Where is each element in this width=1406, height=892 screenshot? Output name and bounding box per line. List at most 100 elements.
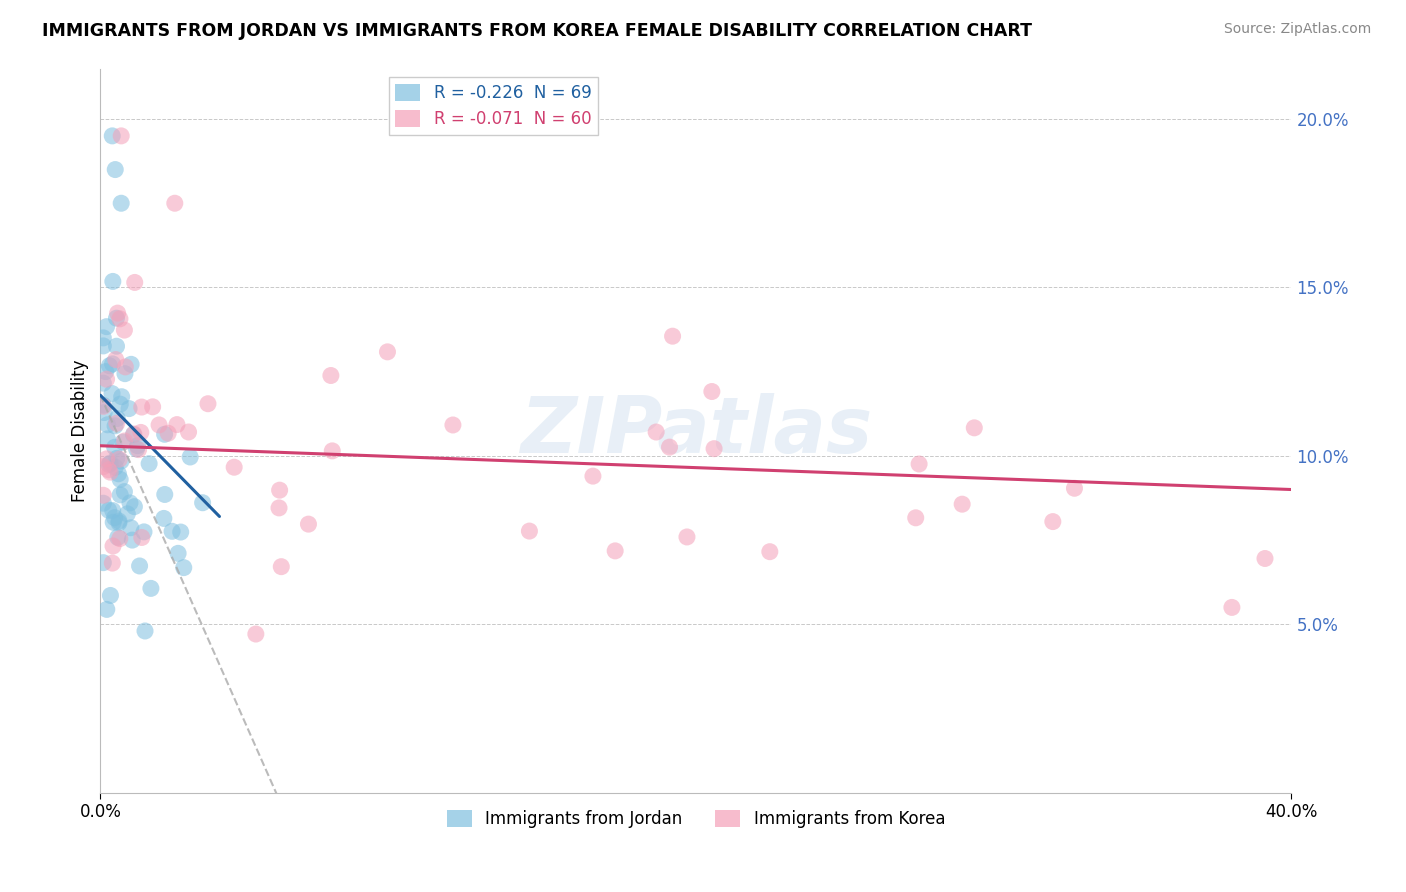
Point [120, 521, 142, 535]
Point [377, 344, 399, 359]
Point [908, 457, 931, 471]
Point [166, 417, 188, 432]
Point [153, 511, 176, 525]
Point [703, 442, 725, 456]
Point [245, 627, 267, 641]
Point [91, 398, 114, 412]
Point [645, 425, 668, 439]
Point [98, 458, 121, 472]
Point [114, 359, 136, 374]
Point [101, 128, 124, 143]
Point [117, 507, 139, 521]
Point [173, 560, 195, 574]
Point [321, 443, 343, 458]
Point [108, 472, 131, 486]
Point [112, 435, 135, 450]
Point [91, 331, 114, 345]
Point [91, 496, 114, 510]
Point [179, 450, 201, 464]
Point [139, 582, 162, 596]
Point [122, 427, 145, 442]
Point [107, 306, 129, 320]
Point [91, 488, 114, 502]
Point [104, 352, 127, 367]
Point [108, 452, 131, 467]
Point [94, 365, 117, 379]
Point [160, 524, 183, 539]
Point [131, 400, 153, 414]
Point [110, 397, 132, 411]
Point [118, 401, 141, 416]
Point [108, 311, 131, 326]
Point [101, 556, 124, 570]
Point [297, 517, 319, 532]
Point [142, 400, 165, 414]
Point [101, 357, 124, 371]
Point [110, 128, 132, 143]
Point [91, 339, 114, 353]
Point [700, 384, 723, 399]
Point [1063, 481, 1085, 495]
Point [96, 417, 118, 432]
Point [98, 456, 121, 470]
Point [114, 434, 136, 448]
Point [125, 442, 148, 456]
Point [661, 329, 683, 343]
Point [270, 559, 292, 574]
Point [167, 546, 190, 560]
Point [105, 311, 128, 326]
Point [105, 451, 128, 466]
Point [97, 463, 120, 477]
Point [93, 406, 115, 420]
Point [91, 400, 114, 414]
Point [98, 359, 121, 373]
Point [108, 514, 131, 528]
Point [104, 510, 127, 524]
Point [170, 524, 193, 539]
Point [101, 503, 124, 517]
Point [100, 589, 122, 603]
Point [101, 539, 124, 553]
Point [96, 372, 118, 386]
Point [122, 427, 145, 442]
Text: Source: ZipAtlas.com: Source: ZipAtlas.com [1223, 22, 1371, 37]
Point [101, 386, 124, 401]
Point [904, 511, 927, 525]
Point [105, 417, 128, 431]
Point [197, 397, 219, 411]
Point [104, 162, 127, 177]
Point [112, 323, 135, 337]
Point [148, 417, 170, 432]
Point [121, 533, 143, 547]
Point [98, 465, 121, 479]
Point [128, 558, 150, 573]
Point [96, 451, 118, 466]
Y-axis label: Female Disability: Female Disability [72, 359, 89, 502]
Point [267, 500, 290, 515]
Point [120, 357, 142, 371]
Point [157, 426, 180, 441]
Point [107, 530, 129, 544]
Point [269, 483, 291, 498]
Point [105, 411, 128, 425]
Point [950, 497, 973, 511]
Point [108, 516, 131, 530]
Point [519, 524, 541, 538]
Point [658, 440, 681, 454]
Point [1254, 551, 1277, 566]
Point [93, 459, 115, 474]
Point [131, 531, 153, 545]
Point [124, 500, 146, 514]
Point [105, 339, 128, 353]
Point [163, 196, 186, 211]
Point [124, 276, 146, 290]
Point [134, 624, 156, 638]
Point [91, 556, 114, 570]
Point [107, 467, 129, 481]
Point [441, 417, 464, 432]
Point [108, 532, 131, 546]
Point [108, 488, 131, 502]
Point [97, 503, 120, 517]
Legend: Immigrants from Jordan, Immigrants from Korea: Immigrants from Jordan, Immigrants from … [440, 804, 952, 835]
Point [582, 469, 605, 483]
